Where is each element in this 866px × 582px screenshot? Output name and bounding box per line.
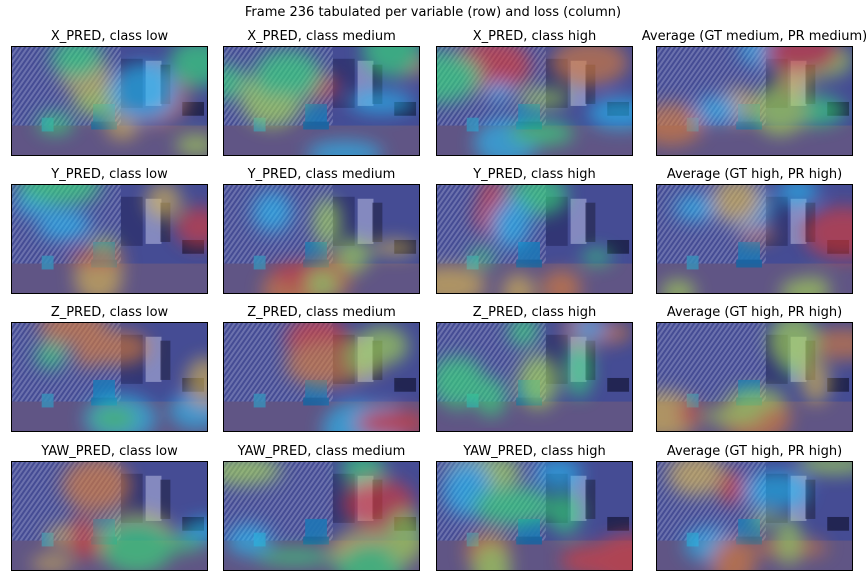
heatmap-panel — [436, 184, 633, 294]
figure-title: Frame 236 tabulated per variable (row) a… — [244, 5, 622, 20]
heatmap-panel — [223, 322, 420, 432]
heatmap-panel — [11, 461, 208, 571]
heatmap-image — [12, 462, 207, 570]
panel-title: Average (GT high, PR high) — [666, 167, 843, 182]
panel-title: X_PRED, class low — [50, 29, 169, 44]
heatmap-image — [224, 323, 419, 431]
heatmap-image — [437, 185, 632, 293]
heatmap-image — [657, 185, 852, 293]
heatmap-image — [657, 462, 852, 570]
heatmap-panel — [11, 46, 208, 156]
panel-title: Average (GT high, PR high) — [666, 305, 843, 320]
heatmap-panel — [11, 322, 208, 432]
panel-title: Average (GT high, PR high) — [666, 444, 843, 459]
heatmap-panel — [223, 184, 420, 294]
panel-title: YAW_PRED, class medium — [237, 444, 406, 459]
heatmap-panel — [656, 46, 853, 156]
heatmap-image — [224, 462, 419, 570]
heatmap-panel — [656, 461, 853, 571]
panel-title: Average (GT medium, PR medium) — [641, 29, 866, 44]
heatmap-panel — [11, 184, 208, 294]
panel-title: Y_PRED, class medium — [247, 167, 396, 182]
panel-title: Y_PRED, class low — [51, 167, 168, 182]
heatmap-image — [657, 323, 852, 431]
heatmap-panel — [656, 322, 853, 432]
panel-title: YAW_PRED, class high — [463, 444, 606, 459]
panel-title: X_PRED, class medium — [247, 29, 396, 44]
heatmap-image — [224, 47, 419, 155]
heatmap-image — [224, 185, 419, 293]
heatmap-panel — [223, 46, 420, 156]
heatmap-panel — [656, 184, 853, 294]
heatmap-panel — [436, 46, 633, 156]
heatmap-image — [437, 47, 632, 155]
panel-title: X_PRED, class high — [472, 29, 597, 44]
heatmap-image — [12, 185, 207, 293]
heatmap-panel — [223, 461, 420, 571]
panel-title: Z_PRED, class medium — [247, 305, 396, 320]
heatmap-panel — [436, 322, 633, 432]
panel-title: YAW_PRED, class low — [41, 444, 178, 459]
heatmap-image — [437, 462, 632, 570]
heatmap-panel — [436, 461, 633, 571]
panel-title: Y_PRED, class high — [473, 167, 596, 182]
heatmap-image — [12, 323, 207, 431]
panel-title: Z_PRED, class high — [472, 305, 597, 320]
heatmap-image — [657, 47, 852, 155]
heatmap-image — [12, 47, 207, 155]
heatmap-image — [437, 323, 632, 431]
panel-title: Z_PRED, class low — [50, 305, 169, 320]
